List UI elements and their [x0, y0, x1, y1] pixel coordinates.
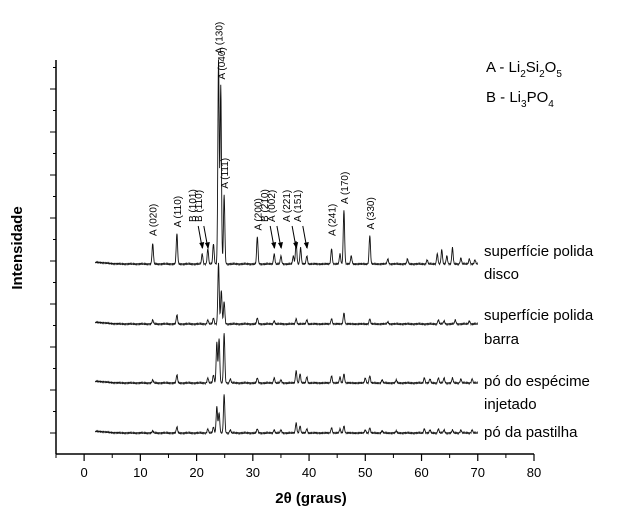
peak-arrow-head	[204, 242, 210, 249]
peak-label: A (200)	[253, 198, 264, 230]
x-tick-label: 30	[246, 465, 260, 480]
legend-entry: B - Li3PO4	[486, 89, 554, 110]
peak-label: B (210)	[260, 189, 271, 222]
series-label: superfície polida	[484, 307, 594, 324]
peak-arrow-head	[293, 242, 299, 249]
series-label: injetado	[484, 396, 537, 413]
peak-label: A (111)	[220, 158, 231, 189]
peak-arrow-head	[199, 242, 205, 249]
series-label: pó do espécime	[484, 373, 590, 390]
peak-label: A (130)	[215, 22, 226, 54]
legend: A - Li2Si2O5 B - Li3PO4	[486, 59, 562, 110]
x-tick-label: 0	[81, 465, 88, 480]
x-axis-title: 2θ (graus)	[275, 490, 346, 507]
x-tick-label: 50	[358, 465, 372, 480]
peak-label: A (241)	[328, 204, 339, 236]
x-tick-label: 40	[302, 465, 316, 480]
peak-label: A (170)	[340, 172, 351, 204]
series-label: superfície polida	[484, 243, 594, 260]
series-group	[94, 59, 479, 436]
peak-label: A (040)	[217, 47, 228, 79]
peak-label: A (221)	[282, 190, 293, 222]
series-line	[94, 394, 479, 436]
peak-label: B (101)	[188, 189, 199, 222]
axes	[55, 60, 534, 455]
series-line	[94, 262, 479, 327]
x-tick-label: 80	[527, 465, 541, 480]
peak-arrow-head	[303, 242, 309, 249]
series-labels: superfície polida disco superfície polida b…	[484, 243, 594, 441]
peak-arrow-head	[271, 242, 277, 249]
series-label: disco	[484, 266, 519, 283]
peak-label: A (002)	[267, 190, 278, 222]
peak-label: A (151)	[293, 190, 304, 222]
series-label: pó da pastilha	[484, 424, 578, 441]
peak-label: A (020)	[149, 204, 160, 236]
series-label: barra	[484, 331, 520, 348]
y-axis-title: Intensidade	[9, 206, 26, 289]
peak-label: A (330)	[366, 197, 377, 229]
x-tick-label: 20	[189, 465, 203, 480]
x-tick-label: 10	[133, 465, 147, 480]
y-ticks	[50, 67, 56, 434]
series-line	[94, 59, 479, 267]
x-ticks: 0 10 20 30 40 50 60 70 80	[55, 454, 541, 480]
peak-label: A (110)	[173, 196, 184, 228]
peak-label: B (110)	[194, 190, 205, 222]
peak-arrow-head	[277, 242, 283, 249]
x-tick-label: 70	[471, 465, 485, 480]
x-tick-label: 60	[414, 465, 428, 480]
legend-entry: A - Li2Si2O5	[486, 59, 562, 80]
peak-annotations: A (020) A (110) B (101)B (110) A (130)A (04…	[149, 22, 377, 249]
series-line	[94, 333, 479, 386]
